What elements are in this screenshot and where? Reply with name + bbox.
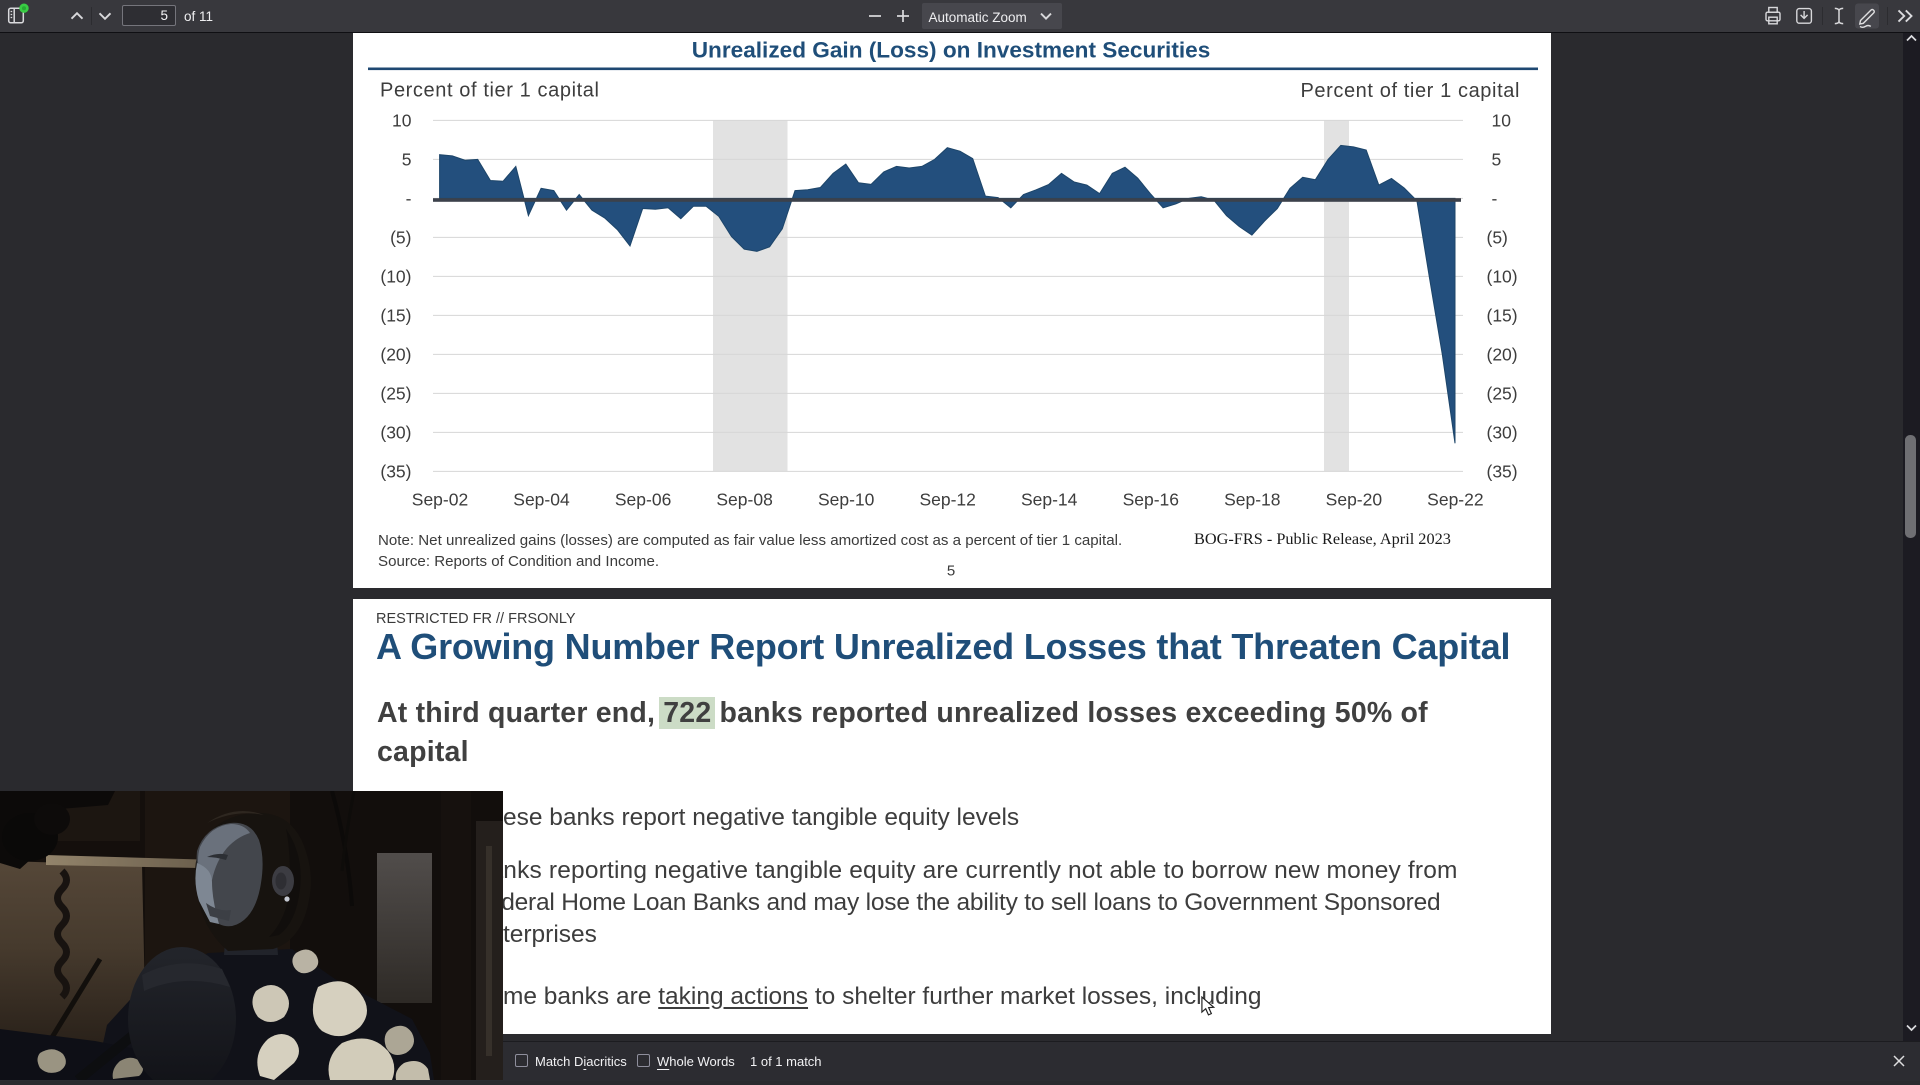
- svg-text:(25): (25): [1487, 384, 1518, 404]
- svg-text:Sep-20: Sep-20: [1326, 490, 1383, 510]
- svg-text:10: 10: [1492, 111, 1512, 131]
- svg-text:(15): (15): [1487, 306, 1518, 326]
- svg-text:Sep-22: Sep-22: [1427, 490, 1483, 510]
- svg-text:BOG-FRS - Public Release, Apri: BOG-FRS - Public Release, April 2023: [1194, 529, 1451, 548]
- svg-text:Source: Reports of Condition a: Source: Reports of Condition and Income.: [378, 553, 659, 570]
- svg-text:(5): (5): [390, 228, 411, 248]
- svg-text:Sep-12: Sep-12: [919, 490, 975, 510]
- svg-text:Sep-02: Sep-02: [412, 490, 468, 510]
- svg-text:(10): (10): [380, 267, 411, 287]
- svg-text:Sep-08: Sep-08: [716, 490, 772, 510]
- svg-text:Sep-10: Sep-10: [818, 490, 875, 510]
- svg-text:Sep-16: Sep-16: [1123, 490, 1179, 510]
- svg-text:-: -: [406, 189, 412, 209]
- svg-text:(25): (25): [380, 384, 411, 404]
- svg-text:Sep-04: Sep-04: [513, 490, 570, 510]
- svg-text:(30): (30): [1487, 423, 1518, 443]
- svg-text:10: 10: [392, 111, 412, 131]
- svg-text:Sep-14: Sep-14: [1021, 490, 1078, 510]
- svg-text:Percent of tier 1 capital: Percent of tier 1 capital: [380, 80, 600, 102]
- svg-text:(35): (35): [380, 462, 411, 482]
- svg-text:5: 5: [402, 150, 412, 170]
- svg-text:5: 5: [947, 563, 955, 580]
- svg-text:Note: Net unrealized gains (lo: Note: Net unrealized gains (losses) are …: [378, 532, 1122, 549]
- svg-text:Sep-18: Sep-18: [1224, 490, 1280, 510]
- svg-text:-: -: [1492, 189, 1498, 209]
- svg-text:(10): (10): [1487, 267, 1518, 287]
- svg-text:(15): (15): [380, 306, 411, 326]
- svg-text:(20): (20): [1487, 345, 1518, 365]
- svg-text:(30): (30): [380, 423, 411, 443]
- svg-text:Sep-06: Sep-06: [615, 490, 671, 510]
- svg-text:(20): (20): [380, 345, 411, 365]
- svg-text:5: 5: [1492, 150, 1502, 170]
- svg-text:Unrealized Gain (Loss) on Inve: Unrealized Gain (Loss) on Investment Sec…: [692, 38, 1211, 63]
- svg-text:(5): (5): [1487, 228, 1508, 248]
- svg-text:(35): (35): [1487, 462, 1518, 482]
- svg-text:Percent of tier 1 capital: Percent of tier 1 capital: [1300, 80, 1520, 102]
